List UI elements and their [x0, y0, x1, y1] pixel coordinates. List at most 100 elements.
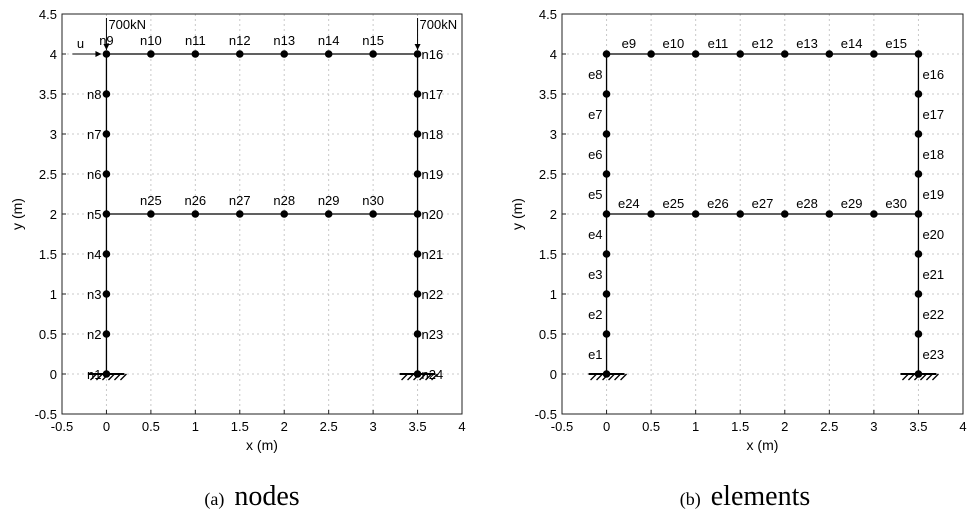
x-tick-label: 4: [959, 419, 966, 434]
node-dot: [914, 50, 923, 58]
node-dot: [413, 170, 422, 178]
node-dot: [914, 330, 923, 338]
node-label: n24: [422, 367, 444, 382]
node-label: n12: [229, 33, 251, 48]
panel-nodes: -0.5 0 0.5 1 1.5 2 2.5 3 3.5 4 -0.5 0 0.5 1 1.5 2 2.5 3 3.…: [9, 7, 466, 453]
node-dot: [413, 130, 422, 138]
x-tick-label: 1.5: [731, 419, 749, 434]
element-label: e21: [922, 267, 944, 282]
node-dot: [602, 210, 611, 218]
x-tick-label: 2.5: [320, 419, 338, 434]
node-label: n13: [273, 33, 295, 48]
element-label: e29: [841, 196, 863, 211]
node-dot: [413, 330, 422, 338]
node-label: n22: [422, 287, 444, 302]
node-label: n17: [422, 87, 444, 102]
node-label: n11: [185, 33, 206, 48]
support-hatch-line: [419, 373, 427, 381]
node-dot: [691, 210, 700, 218]
caption-elements-word: elements: [711, 481, 811, 512]
element-label: e30: [885, 196, 907, 211]
support-hatch-line: [931, 373, 939, 381]
node-dot: [413, 90, 422, 98]
x-axis-label: x (m): [246, 437, 278, 453]
x-tick-label: 3: [369, 419, 376, 434]
element-label: e23: [922, 347, 944, 362]
load-label: 700kN: [420, 17, 458, 32]
element-label: e26: [707, 196, 729, 211]
svg-text:(a) nodes: (a) nodes: [204, 481, 299, 512]
element-label: e5: [588, 187, 602, 202]
node-label: n29: [318, 193, 340, 208]
support-hatch-line: [907, 373, 915, 381]
node-dot: [914, 130, 923, 138]
node-label: n21: [422, 247, 444, 262]
y-tick-label: 1.5: [39, 247, 57, 262]
x-tick-label: 3.5: [909, 419, 927, 434]
element-label: e19: [922, 187, 944, 202]
y-tick-label: 1: [50, 287, 57, 302]
support-hatch-line: [620, 373, 628, 381]
element-label: e11: [708, 36, 729, 51]
node-dot: [602, 290, 611, 298]
node-dot: [691, 50, 700, 58]
node-dot: [102, 370, 111, 378]
element-label: e4: [588, 227, 602, 242]
node-dot: [602, 330, 611, 338]
y-tick-label: 4.5: [39, 7, 57, 22]
element-label: e20: [922, 227, 944, 242]
node-label: n4: [87, 247, 101, 262]
y-tick-label: 0: [550, 367, 557, 382]
element-label: e24: [618, 196, 640, 211]
support-hatch-line: [614, 373, 622, 381]
x-tick-label: -0.5: [551, 419, 573, 434]
support-hatch-line: [95, 373, 103, 381]
node-dot: [102, 170, 111, 178]
element-label: e14: [841, 36, 863, 51]
x-tick-label: 1.5: [231, 419, 249, 434]
support-hatch-line: [919, 373, 927, 381]
y-tick-label: 0: [50, 367, 57, 382]
x-tick-label: 0.5: [142, 419, 160, 434]
load-label: 700kN: [108, 17, 146, 32]
support-hatch-line: [89, 373, 97, 381]
node-dot: [602, 90, 611, 98]
node-dot: [147, 210, 155, 218]
node-label: n3: [87, 287, 101, 302]
y-tick-label: -0.5: [535, 407, 557, 422]
x-axis-label: x (m): [747, 437, 779, 453]
element-label: e18: [922, 147, 944, 162]
node-dot: [280, 210, 289, 218]
node-dot: [102, 330, 111, 338]
node-label: n23: [422, 327, 444, 342]
svg-text:(b) elements: (b) elements: [680, 481, 811, 512]
element-label: e17: [922, 107, 944, 122]
support-hatch-line: [431, 373, 439, 381]
node-dot: [191, 50, 200, 58]
y-tick-label: 4.5: [539, 7, 557, 22]
node-dot: [324, 210, 333, 218]
support-hatch-line: [590, 373, 598, 381]
node-dot: [914, 370, 923, 378]
x-tick-label: 2: [781, 419, 788, 434]
node-dot: [736, 210, 745, 218]
displacement-arrowhead: [95, 51, 102, 57]
element-label: e22: [922, 307, 944, 322]
element-label: e1: [588, 347, 602, 362]
node-dot: [369, 50, 377, 58]
y-tick-label: 4: [50, 47, 57, 62]
node-dot: [102, 250, 111, 258]
element-label: e8: [588, 67, 602, 82]
caption-nodes: (a) nodes: [204, 481, 299, 512]
node-dot: [324, 50, 333, 58]
node-dot: [413, 290, 422, 298]
node-dot: [102, 210, 111, 218]
fixed-support: [900, 373, 939, 381]
node-dot: [870, 210, 878, 218]
node-dot: [870, 50, 878, 58]
node-dot: [235, 50, 244, 58]
node-label: n1: [87, 367, 101, 382]
element-label: e12: [752, 36, 774, 51]
node-dot: [280, 50, 289, 58]
